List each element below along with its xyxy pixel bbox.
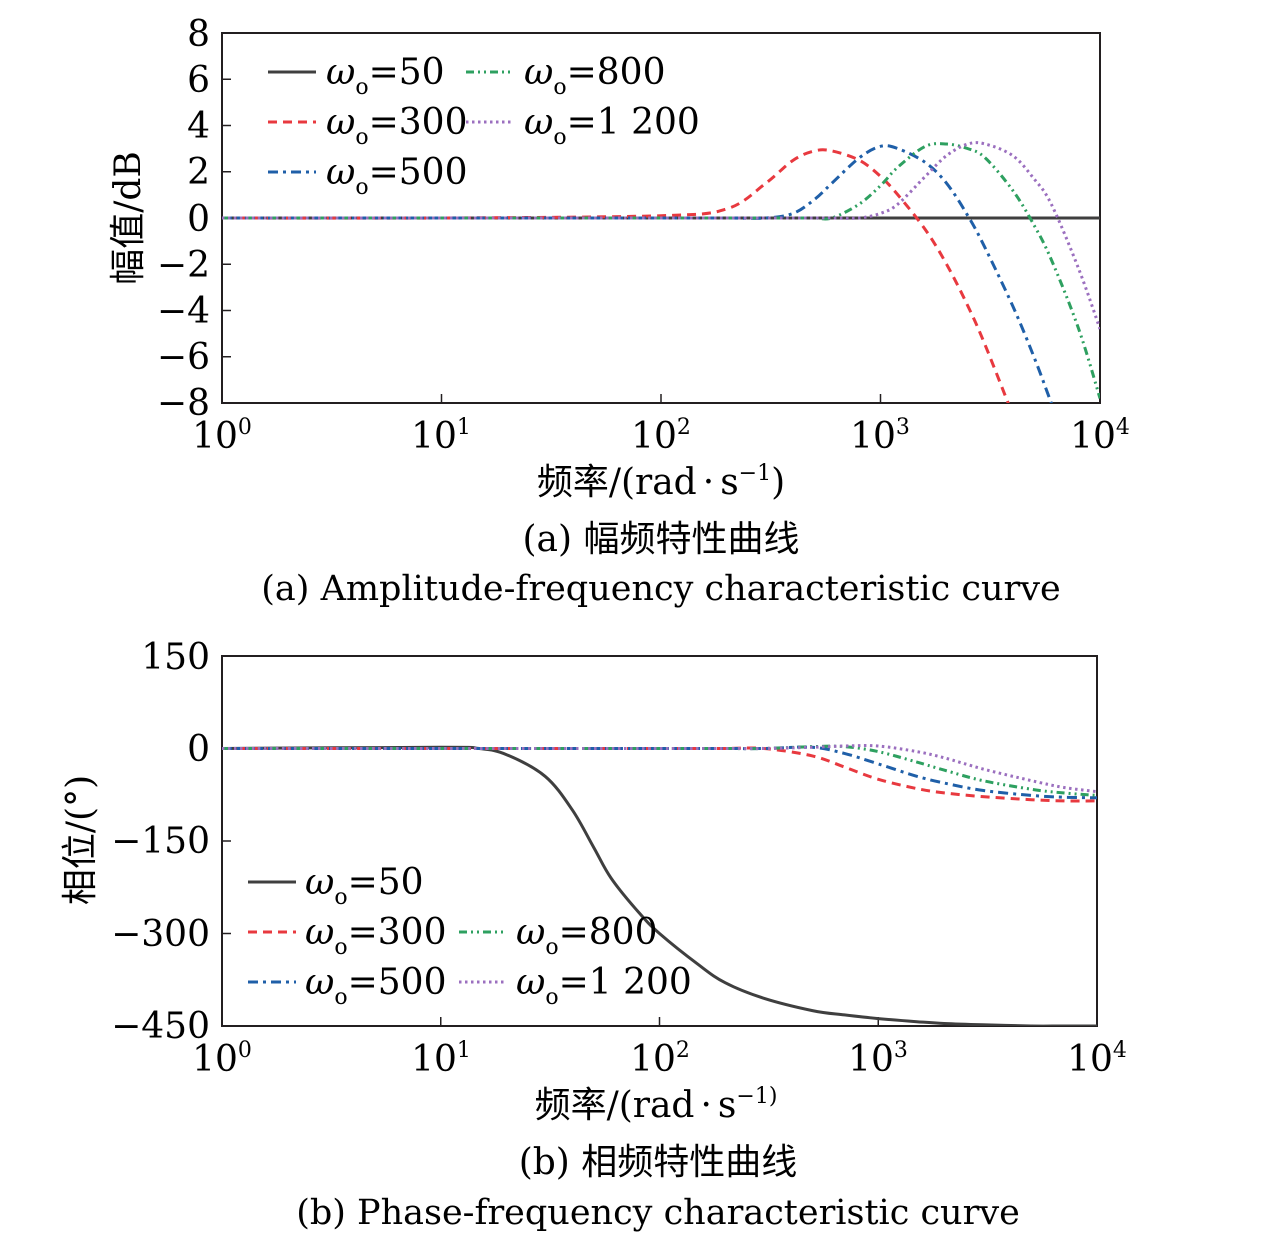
y-tick-label: −300 (111, 914, 210, 955)
legend-entry: ωo=800 (466, 52, 666, 100)
legend-label: ωo=50 (305, 862, 424, 910)
x-tick-label: 104 (1070, 415, 1130, 457)
series-line: ωo=500 (222, 745, 1097, 800)
series-line: ωo=300 (222, 746, 1097, 803)
x-tick-labels-a: 100 101 102 103 104 (192, 415, 1130, 457)
y-tick-label: −6 (157, 337, 210, 378)
x-axis-label-b: 频率/(rad · s−1) (535, 1084, 778, 1126)
legend-a: ωo=50 ωo=300 ωo=500 ωo=800 ωo=1 200 (268, 52, 700, 200)
y-tick-label: 150 (141, 637, 210, 678)
caption-zh-b: (b) 相频特性曲线 (519, 1142, 798, 1183)
y-tick-label: 0 (187, 729, 210, 770)
caption-zh-a: (a) 幅频特性曲线 (523, 519, 800, 560)
legend-entry: ωo=500 (248, 962, 447, 1010)
legend-label: ωo=500 (326, 152, 468, 200)
y-axis-label-b: 相位/(°) (60, 775, 101, 905)
y-tick-label: −4 (157, 291, 210, 332)
legend-entry: ωo=300 (268, 102, 468, 150)
x-axis-label-a: 频率/(rad · s−1) (537, 461, 785, 503)
y-tick-labels-b: 150 0 −150 −300 −450 (111, 637, 210, 1047)
x-tick-labels-b: 100 101 102 103 104 (192, 1038, 1127, 1080)
legend-b: ωo=50 ωo=300 ωo=500 ωo=800 ωo=1 200 (248, 862, 692, 1010)
legend-entry: ωo=50 (268, 52, 445, 100)
legend-label: ωo=1 200 (516, 962, 692, 1010)
legend-label: ωo=800 (524, 52, 666, 100)
x-tick-label: 104 (1067, 1038, 1127, 1080)
y-tick-label: −8 (157, 383, 210, 424)
y-tick-label: −150 (111, 821, 210, 862)
x-tick-label: 102 (630, 1038, 690, 1080)
legend-label: ωo=300 (305, 912, 447, 960)
x-tick-label: 102 (631, 415, 691, 457)
legend-entry: ωo=500 (268, 152, 468, 200)
legend-entry: ωo=50 (248, 862, 424, 910)
series-line: ωo=800 (222, 744, 1097, 797)
legend-entry: ωo=1 200 (459, 962, 692, 1010)
legend-label: ωo=500 (305, 962, 447, 1010)
series-line: ωo=1 200 (222, 744, 1097, 794)
x-tick-label: 101 (411, 415, 471, 457)
caption-en-a: (a) Amplitude-frequency characteristic c… (261, 569, 1060, 609)
series-line: ωo=50 (222, 745, 1097, 1026)
y-tick-label: 6 (187, 60, 210, 101)
x-tick-label: 101 (411, 1038, 471, 1080)
y-tick-label: −450 (111, 1006, 210, 1047)
x-tick-label: 100 (192, 415, 252, 457)
legend-label: ωo=1 200 (524, 102, 700, 150)
y-tick-label: 4 (187, 106, 210, 147)
series-line: ωo=300 (222, 148, 1010, 403)
y-tick-label: 8 (187, 14, 210, 55)
y-axis-label-a: 幅值/dB (108, 151, 149, 285)
y-tick-label: 0 (187, 199, 210, 240)
y-tick-labels-a: 8 6 4 2 0 −2 −4 −6 −8 (157, 14, 210, 424)
caption-en-b: (b) Phase-frequency characteristic curve (296, 1193, 1020, 1233)
legend-entry: ωo=300 (248, 912, 447, 960)
legend-entry: ωo=1 200 (466, 102, 700, 150)
legend-entry: ωo=800 (459, 912, 658, 960)
series-line: ωo=1 200 (222, 141, 1100, 330)
y-tick-label: −2 (157, 245, 210, 286)
y-tick-label: 2 (187, 152, 210, 193)
legend-label: ωo=300 (326, 102, 468, 150)
legend-label: ωo=800 (516, 912, 658, 960)
x-tick-label: 103 (850, 415, 910, 457)
x-tick-label: 103 (848, 1038, 908, 1080)
x-tick-label: 100 (192, 1038, 252, 1080)
legend-label: ωo=50 (326, 52, 445, 100)
